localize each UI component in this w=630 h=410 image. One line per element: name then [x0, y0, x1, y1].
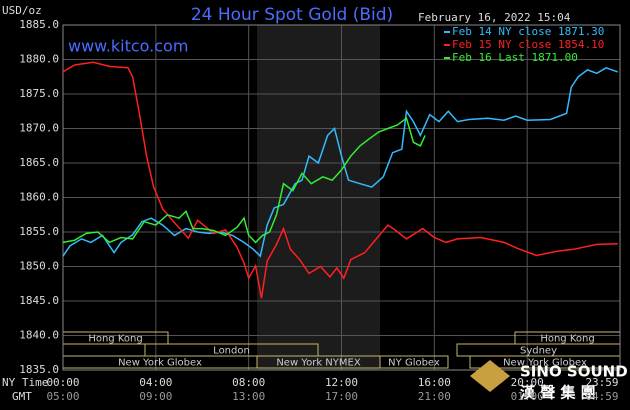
- x-tick-label-gmt: 21:00: [418, 390, 451, 403]
- legend-label: Feb 16 Last 1871.00: [452, 51, 578, 64]
- x-tick-label-gmt: 05:00: [46, 390, 79, 403]
- x-tick-label: 23:59: [585, 376, 618, 389]
- watermark: SINO SOUND 漢 聲 集 團: [470, 360, 628, 402]
- x-tick-label-gmt: 09:00: [139, 390, 172, 403]
- session-label: Hong Kong: [540, 334, 594, 345]
- x-tick-label: 16:00: [418, 376, 451, 389]
- y-tick-label: 1885.0: [19, 18, 59, 31]
- x-tick-label: 08:00: [232, 376, 265, 389]
- session-label: London: [213, 346, 250, 357]
- watermark-text: 漢 聲 集 團: [520, 384, 596, 402]
- session-label: Sydney: [520, 346, 557, 357]
- legend-label: Feb 14 NY close 1871.30: [452, 25, 604, 38]
- watermark-logo: [470, 360, 510, 392]
- x-tick-label-gmt: 13:00: [232, 390, 265, 403]
- y-tick-label: 1875.0: [19, 87, 59, 100]
- x-tick-label: 00:00: [46, 376, 79, 389]
- y-tick-label: 1870.0: [19, 122, 59, 135]
- y-tick-label: 1835.0: [19, 363, 59, 376]
- price-line: [62, 61, 618, 299]
- x-row-label: NY Time: [2, 376, 48, 389]
- plot-frame: [62, 24, 621, 371]
- price-line: [62, 66, 618, 258]
- x-tick-label: 20:00: [511, 376, 544, 389]
- x-tick-label-gmt: 04:59: [585, 390, 618, 403]
- y-tick-label: 1865.0: [19, 156, 59, 169]
- x-tick-label-gmt: 17:00: [325, 390, 358, 403]
- y-tick-label: 1845.0: [19, 294, 59, 307]
- timestamp: February 16, 2022 15:04: [418, 11, 571, 24]
- session-label: New York Globex: [118, 358, 202, 369]
- chart-title: 24 Hour Spot Gold (Bid): [191, 5, 393, 25]
- session-box: [379, 355, 449, 369]
- source-url: www.kitco.com: [68, 37, 188, 56]
- session-label: New York Globex: [503, 358, 587, 369]
- y-tick-label: 1850.0: [19, 260, 59, 273]
- y-tick-label: 1880.0: [19, 53, 59, 66]
- watermark-text: SINO SOUND: [520, 363, 628, 381]
- session-label: Hong Kong: [88, 334, 142, 345]
- x-tick-label: 12:00: [325, 376, 358, 389]
- session-label: New York NYMEX: [276, 358, 361, 369]
- y-tick-label: 1840.0: [19, 329, 59, 342]
- y-unit: USD/oz: [2, 4, 42, 17]
- x-row-label: GMT: [12, 390, 32, 403]
- session-label: NY Globex: [388, 358, 440, 369]
- y-tick-label: 1855.0: [19, 225, 59, 238]
- legend-label: Feb 15 NY close 1854.10: [452, 38, 604, 51]
- x-tick-label-gmt: 01:00: [511, 390, 544, 403]
- price-line: [62, 116, 426, 244]
- x-tick-label: 04:00: [139, 376, 172, 389]
- y-tick-label: 1860.0: [19, 191, 59, 204]
